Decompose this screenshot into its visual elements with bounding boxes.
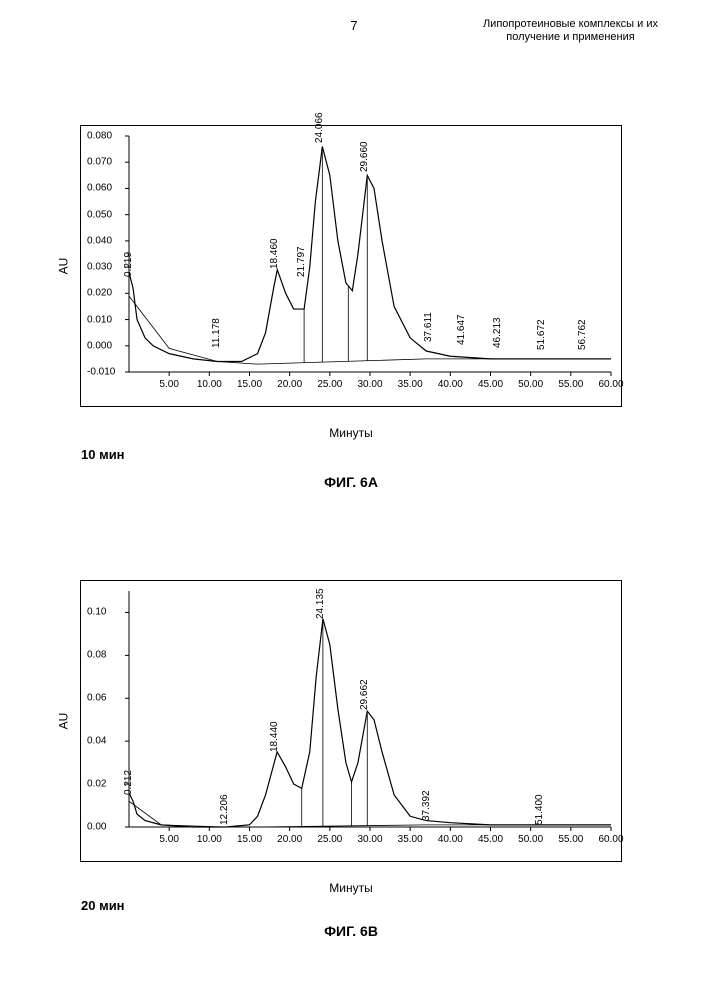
peak-label: 51.672	[536, 320, 547, 351]
peak-label: 24.135	[315, 589, 326, 620]
xtick-label: 35.00	[398, 834, 423, 845]
xtick-label: 50.00	[518, 834, 543, 845]
ytick-label: -0.010	[87, 367, 115, 378]
peak-label: 18.460	[269, 238, 280, 269]
ytick-label: 0.010	[87, 314, 112, 325]
chart-a-box: AU Минуты 10 мин ФИГ. 6A -0.0100.0000.01…	[80, 125, 622, 407]
ytick-label: 0.030	[87, 262, 112, 273]
xtick-label: 20.00	[277, 379, 302, 390]
peak-label: 0.219	[123, 252, 134, 277]
chart-b-xlabel: Минуты	[329, 881, 372, 895]
chart-b-caption: ФИГ. 6B	[324, 923, 378, 939]
chart-a-ylabel: AU	[56, 258, 70, 275]
chart-b-box: AU Минуты 20 мин ФИГ. 6B 0.000.020.040.0…	[80, 580, 622, 862]
peak-label: 46.213	[492, 317, 503, 348]
ytick-label: 0.040	[87, 235, 112, 246]
ytick-label: 0.080	[87, 131, 112, 142]
chart-a-xlabel: Минуты	[329, 426, 372, 440]
header-line2: получение и применения	[506, 31, 634, 43]
xtick-label: 40.00	[438, 379, 463, 390]
peak-label: 37.611	[423, 312, 434, 342]
xtick-label: 20.00	[277, 834, 302, 845]
ytick-label: 0.000	[87, 340, 112, 351]
xtick-label: 10.00	[197, 834, 222, 845]
chart-b-ylabel: AU	[56, 713, 70, 730]
xtick-label: 40.00	[438, 834, 463, 845]
ytick-label: 0.060	[87, 183, 112, 194]
ytick-label: 0.020	[87, 288, 112, 299]
xtick-label: 5.00	[159, 834, 178, 845]
chart-b-block: AU Минуты 20 мин ФИГ. 6B 0.000.020.040.0…	[80, 580, 640, 862]
page: 7 Липопротеиновые комплексы и их получен…	[0, 0, 708, 1000]
xtick-label: 45.00	[478, 379, 503, 390]
header-text: Липопротеиновые комплексы и их получение…	[483, 18, 658, 44]
xtick-label: 30.00	[357, 834, 382, 845]
peak-label: 11.178	[211, 318, 222, 348]
chart-b-duration: 20 мин	[81, 898, 125, 913]
peak-label: 18.440	[269, 722, 280, 753]
ytick-label: 0.02	[87, 779, 106, 790]
peak-label: 12.206	[219, 795, 230, 826]
ytick-label: 0.10	[87, 607, 106, 618]
xtick-label: 30.00	[357, 379, 382, 390]
peak-label: 0.212	[123, 770, 134, 795]
xtick-label: 55.00	[558, 834, 583, 845]
page-number: 7	[350, 18, 357, 33]
xtick-label: 25.00	[317, 834, 342, 845]
xtick-label: 60.00	[598, 834, 623, 845]
chart-a-duration: 10 мин	[81, 447, 125, 462]
peak-label: 56.762	[577, 320, 588, 351]
ytick-label: 0.06	[87, 693, 106, 704]
ytick-label: 0.070	[87, 157, 112, 168]
xtick-label: 50.00	[518, 379, 543, 390]
xtick-label: 35.00	[398, 379, 423, 390]
chart-a-block: AU Минуты 10 мин ФИГ. 6A -0.0100.0000.01…	[80, 125, 640, 407]
ytick-label: 0.08	[87, 650, 106, 661]
peak-label: 24.066	[314, 112, 325, 143]
xtick-label: 10.00	[197, 379, 222, 390]
xtick-label: 15.00	[237, 834, 262, 845]
chart-a-caption: ФИГ. 6A	[324, 474, 378, 490]
ytick-label: 0.00	[87, 822, 106, 833]
chart-a-svg	[81, 126, 621, 406]
peak-label: 51.400	[534, 795, 545, 826]
header-line1: Липопротеиновые комплексы и их	[483, 18, 658, 30]
xtick-label: 25.00	[317, 379, 342, 390]
xtick-label: 15.00	[237, 379, 262, 390]
xtick-label: 5.00	[159, 379, 178, 390]
ytick-label: 0.050	[87, 209, 112, 220]
xtick-label: 60.00	[598, 379, 623, 390]
peak-label: 29.660	[359, 141, 370, 172]
peak-label: 29.662	[359, 679, 370, 710]
xtick-label: 45.00	[478, 834, 503, 845]
peak-label: 21.797	[296, 246, 307, 277]
peak-label: 37.392	[421, 791, 432, 822]
ytick-label: 0.04	[87, 736, 106, 747]
xtick-label: 55.00	[558, 379, 583, 390]
peak-label: 41.647	[456, 314, 467, 345]
